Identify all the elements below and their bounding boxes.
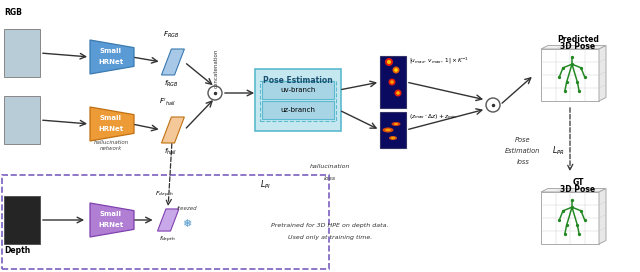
Text: Pretrained for 3D HPE on depth data.: Pretrained for 3D HPE on depth data. <box>271 222 388 227</box>
Text: 3D Pose: 3D Pose <box>561 42 596 51</box>
Text: $f_{RGB}$: $f_{RGB}$ <box>164 79 179 89</box>
Text: hallucination: hallucination <box>93 140 129 144</box>
Circle shape <box>387 60 391 64</box>
Text: Used only at training time.: Used only at training time. <box>288 234 372 240</box>
Circle shape <box>208 86 222 100</box>
Bar <box>541 192 599 244</box>
Text: loss: loss <box>516 159 529 165</box>
Circle shape <box>390 80 394 84</box>
Text: uz-branch: uz-branch <box>280 107 316 113</box>
Text: $|u_{max},\,v_{max},\,1|\times K^{-1}$: $|u_{max},\,v_{max},\,1|\times K^{-1}$ <box>409 56 469 66</box>
Text: ❅: ❅ <box>182 219 192 229</box>
Ellipse shape <box>391 137 395 139</box>
Polygon shape <box>90 107 134 141</box>
Text: RGB: RGB <box>4 8 22 17</box>
Text: concatenation: concatenation <box>214 49 218 88</box>
Text: Pose Estimation: Pose Estimation <box>263 76 333 85</box>
Text: Estimation: Estimation <box>506 148 541 154</box>
Bar <box>380 112 406 148</box>
Ellipse shape <box>383 128 394 132</box>
Text: $L_{PI}$: $L_{PI}$ <box>260 179 271 191</box>
Ellipse shape <box>394 123 398 125</box>
Circle shape <box>394 68 397 72</box>
Text: network: network <box>100 147 122 152</box>
Text: Small: Small <box>100 48 122 54</box>
Bar <box>4 96 40 144</box>
Polygon shape <box>161 117 184 143</box>
Polygon shape <box>161 49 184 75</box>
Text: GT: GT <box>572 178 584 187</box>
Text: Small: Small <box>100 115 122 121</box>
Ellipse shape <box>385 129 391 131</box>
Polygon shape <box>599 188 606 244</box>
Polygon shape <box>599 45 606 101</box>
Text: loss: loss <box>324 175 336 181</box>
Bar <box>380 56 406 108</box>
Polygon shape <box>90 40 134 74</box>
Text: Predicted: Predicted <box>557 35 599 44</box>
Polygon shape <box>157 209 179 231</box>
Bar <box>4 29 40 77</box>
Text: $f_{depth}$: $f_{depth}$ <box>159 235 175 245</box>
Text: HRNet: HRNet <box>99 222 124 228</box>
Circle shape <box>388 79 396 85</box>
Text: $f_{hall}$: $f_{hall}$ <box>164 147 178 157</box>
Text: HRNet: HRNet <box>99 126 124 132</box>
Text: $(z_{max}\cdot\Delta z)+z_{min}$: $(z_{max}\cdot\Delta z)+z_{min}$ <box>409 112 457 121</box>
Text: $L_{PR}$: $L_{PR}$ <box>552 145 564 157</box>
Circle shape <box>396 91 400 95</box>
Bar <box>541 49 599 101</box>
Ellipse shape <box>392 122 401 126</box>
Circle shape <box>394 89 401 97</box>
Text: Depth: Depth <box>4 246 30 255</box>
Text: HRNet: HRNet <box>99 59 124 65</box>
Circle shape <box>486 98 500 112</box>
Circle shape <box>385 58 393 66</box>
Text: freezed: freezed <box>177 206 197 211</box>
Text: 3D Pose: 3D Pose <box>561 185 596 194</box>
Polygon shape <box>541 45 606 49</box>
Ellipse shape <box>389 136 397 140</box>
Bar <box>4 196 40 244</box>
Text: $F'_{hall}$: $F'_{hall}$ <box>159 97 175 108</box>
FancyBboxPatch shape <box>255 69 341 131</box>
Text: Small: Small <box>100 211 122 217</box>
Polygon shape <box>541 188 606 192</box>
Text: Pose: Pose <box>515 137 531 143</box>
Text: $F_{RGB}$: $F_{RGB}$ <box>163 30 179 40</box>
Text: hallucination: hallucination <box>310 165 350 169</box>
FancyBboxPatch shape <box>262 81 334 99</box>
Text: uv-branch: uv-branch <box>280 87 316 93</box>
Text: $F_{dep,h}$: $F_{dep,h}$ <box>155 190 173 200</box>
FancyBboxPatch shape <box>262 101 334 119</box>
Polygon shape <box>90 203 134 237</box>
Circle shape <box>392 66 399 73</box>
